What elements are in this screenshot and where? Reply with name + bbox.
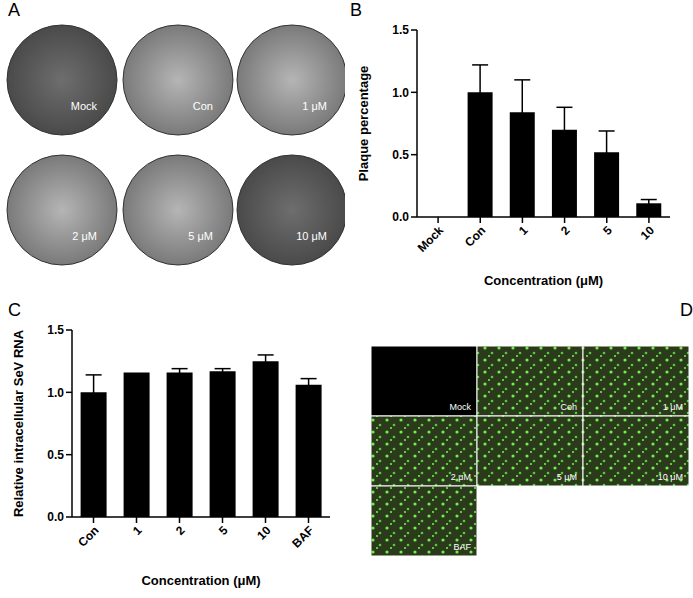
svg-text:5: 5 xyxy=(216,523,231,538)
html-text:A: A xyxy=(8,0,20,20)
svg-text:Concentration (μM): Concentration (μM) xyxy=(141,573,260,588)
svg-text:Con: Con xyxy=(75,523,101,549)
svg-text:1.5: 1.5 xyxy=(47,323,64,337)
svg-text:Con: Con xyxy=(560,402,577,412)
svg-text:Mock: Mock xyxy=(71,100,98,112)
svg-text:Con: Con xyxy=(193,100,213,112)
svg-text:1: 1 xyxy=(516,223,531,238)
svg-text:Mock: Mock xyxy=(415,223,447,255)
svg-text:2 μM: 2 μM xyxy=(72,230,97,242)
svg-text:10 μM: 10 μM xyxy=(658,472,683,482)
html-text:C: C xyxy=(8,300,21,320)
svg-text:0.0: 0.0 xyxy=(392,210,409,224)
svg-text:10: 10 xyxy=(254,523,274,543)
svg-text:1: 1 xyxy=(130,523,145,538)
svg-text:0.0: 0.0 xyxy=(47,510,64,524)
svg-text:10 μM: 10 μM xyxy=(296,230,327,242)
svg-text:1 μM: 1 μM xyxy=(663,402,683,412)
svg-text:1.0: 1.0 xyxy=(47,386,64,400)
svg-text:Plaque percentage: Plaque percentage xyxy=(356,66,371,182)
svg-text:1 μM: 1 μM xyxy=(302,100,327,112)
svg-text:Mock: Mock xyxy=(449,402,471,412)
svg-text:5: 5 xyxy=(600,223,615,238)
svg-text:BAF: BAF xyxy=(289,523,316,550)
svg-text:5 μM: 5 μM xyxy=(557,472,577,482)
svg-text:0.5: 0.5 xyxy=(47,448,64,462)
html-text:D: D xyxy=(680,300,693,320)
svg-text:10: 10 xyxy=(638,223,658,243)
svg-text:Con: Con xyxy=(462,223,488,249)
svg-text:0.5: 0.5 xyxy=(392,148,409,162)
svg-text:Relative intracellular SeV RNA: Relative intracellular SeV RNA xyxy=(11,329,26,517)
svg-text:2 μM: 2 μM xyxy=(451,472,471,482)
svg-text:2: 2 xyxy=(173,523,188,538)
svg-text:Concentration (μM): Concentration (μM) xyxy=(484,273,603,288)
svg-text:1.5: 1.5 xyxy=(392,23,409,37)
svg-text:1.0: 1.0 xyxy=(392,86,409,100)
html-text:B: B xyxy=(350,0,362,20)
svg-text:2: 2 xyxy=(558,223,573,238)
svg-text:5 μM: 5 μM xyxy=(188,230,213,242)
svg-text:BAF: BAF xyxy=(453,542,471,552)
